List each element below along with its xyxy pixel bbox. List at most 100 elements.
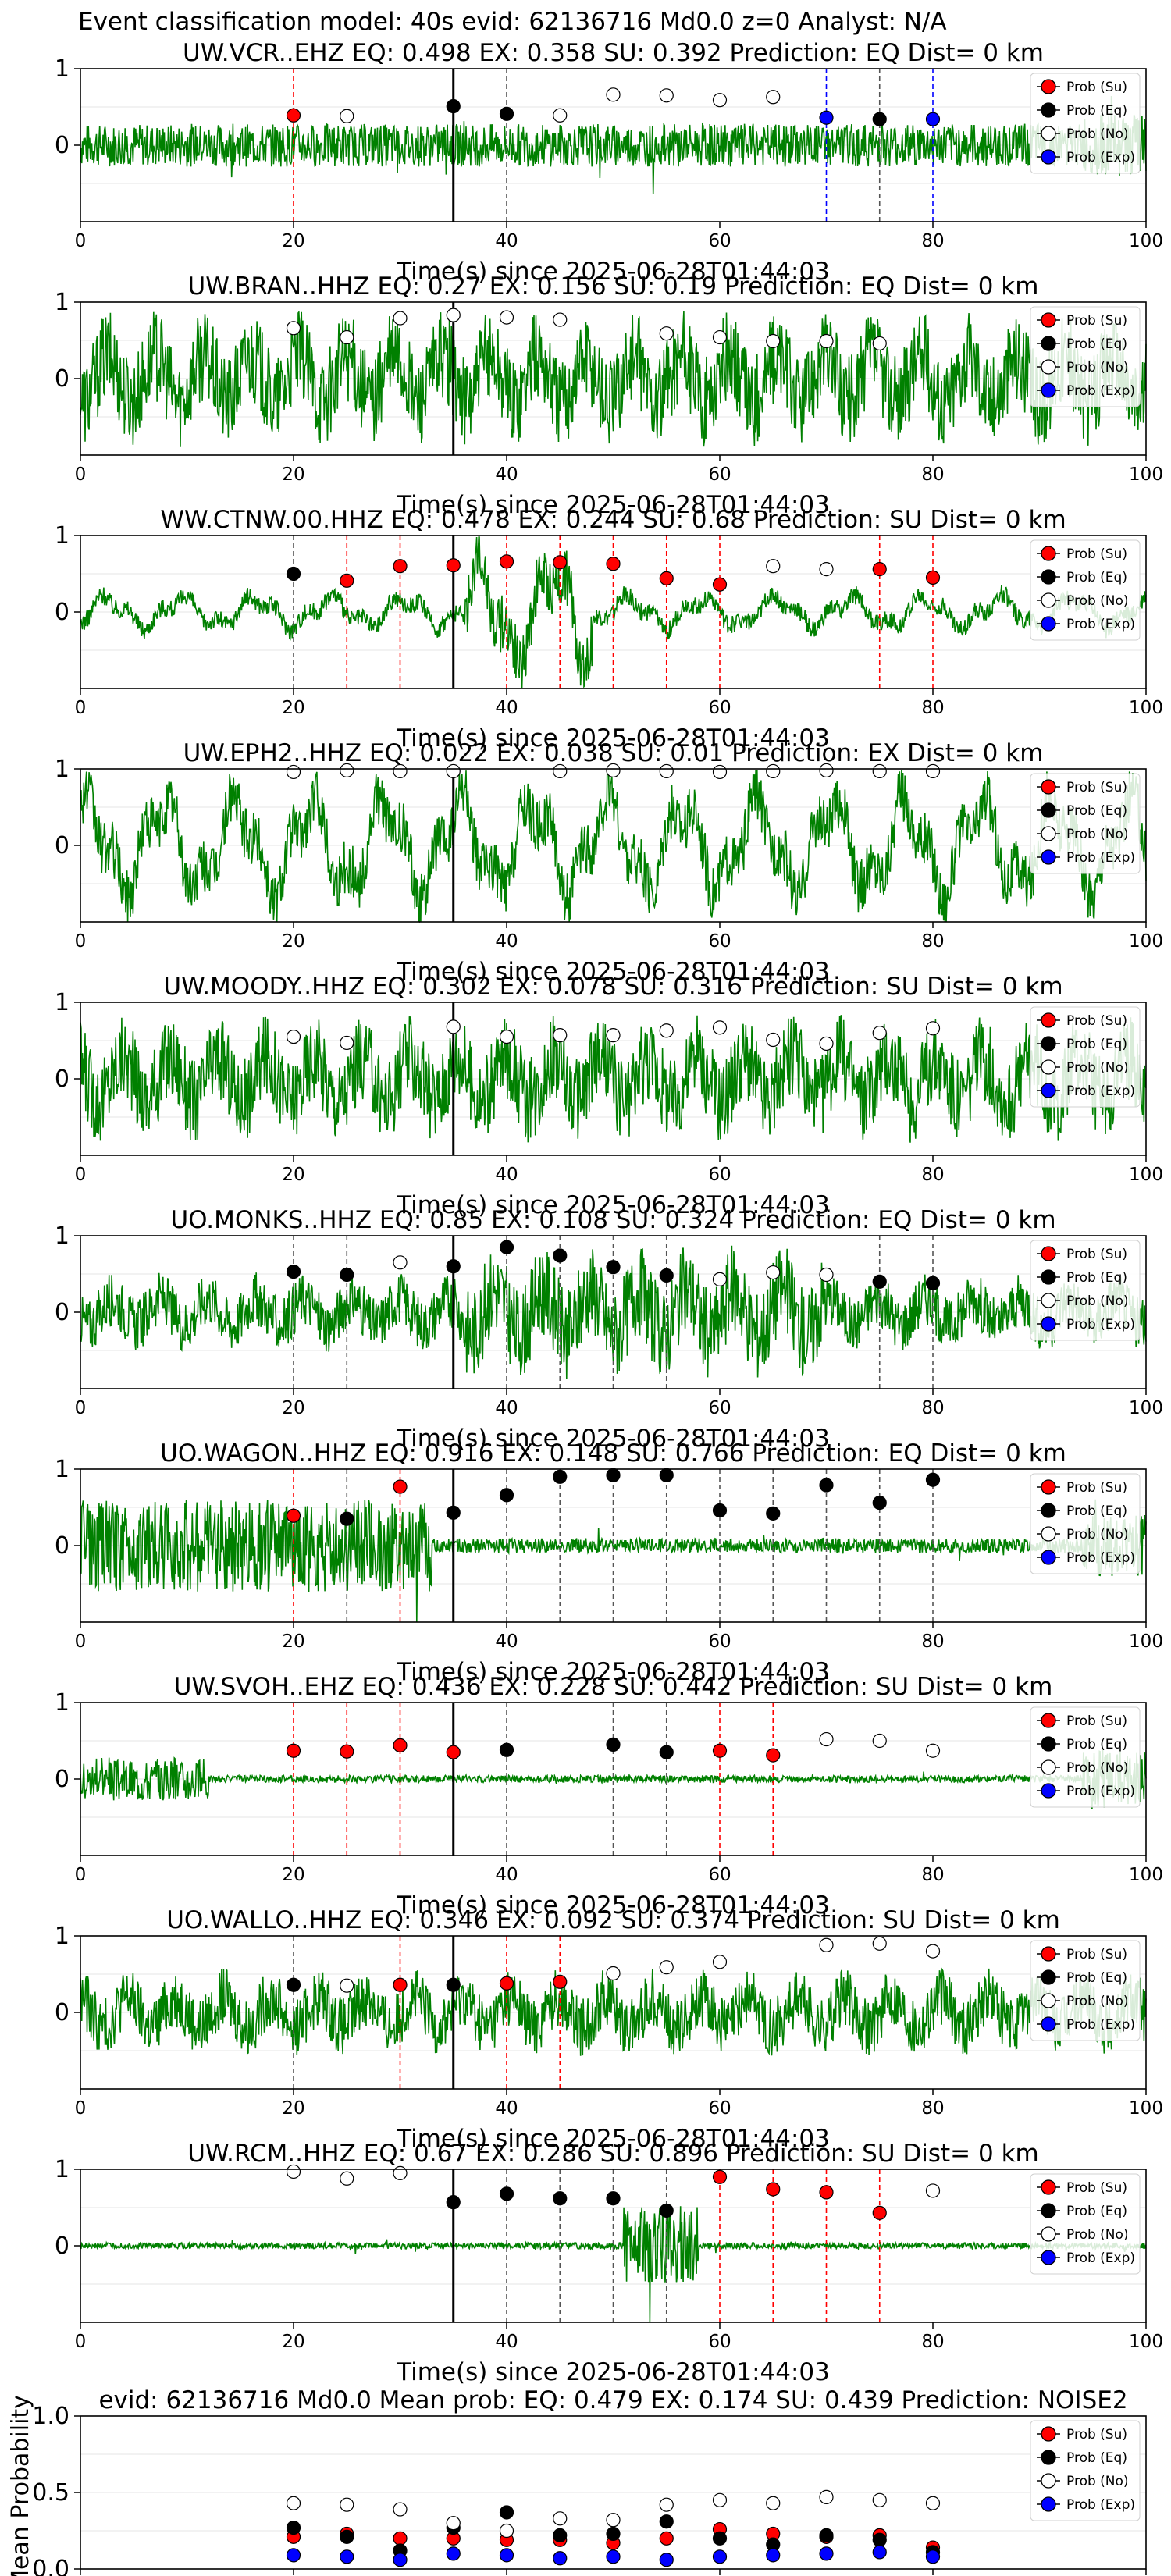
prob-point-su: [553, 555, 568, 570]
waveform-trace: [80, 536, 1147, 689]
prob-point-no: [712, 764, 728, 780]
y-tick-label: 0.5: [32, 2479, 69, 2507]
prob-point-no: [925, 1743, 941, 1758]
prob-point-no: [819, 333, 834, 349]
y-tick-label: 1: [55, 1222, 69, 1250]
legend-marker-eq: [1041, 1036, 1056, 1051]
y-axis-label: Mean Probability: [7, 2395, 34, 2576]
prob-point-eq: [659, 1745, 674, 1759]
legend-box: [1030, 2420, 1141, 2521]
mean-point-exp: [393, 2553, 408, 2567]
legend-marker-no: [1041, 1526, 1056, 1542]
prob-point-no: [340, 109, 354, 123]
page-title: Event classification model: 40s evid: 62…: [78, 8, 947, 36]
prob-point-no: [446, 763, 461, 779]
prob-point-su: [712, 577, 728, 592]
legend-label: Prob (Exp): [1066, 383, 1135, 399]
legend-marker-su: [1041, 546, 1056, 561]
y-tick-label: 1: [55, 756, 69, 783]
x-axis-label: Time(s) since 2025-06-28T01:44:03: [396, 1191, 830, 1219]
legend-label: Prob (Exp): [1066, 2250, 1135, 2266]
legend-marker-eq: [1041, 2203, 1056, 2218]
x-tick-label: 80: [921, 231, 944, 251]
panel-9: UW.RCM..HHZ EQ: 0.67 EX: 0.286 SU: 0.896…: [55, 2140, 1163, 2386]
prob-point-no: [819, 1036, 834, 1051]
panel-title: WW.CTNW.00.HHZ EQ: 0.478 EX: 0.244 SU: 0…: [160, 506, 1066, 534]
panel-7: UW.SVOH..EHZ EQ: 0.436 EX: 0.228 SU: 0.4…: [55, 1673, 1163, 1920]
mean-point-eq: [340, 2529, 354, 2544]
x-tick-label: 0: [75, 1865, 87, 1885]
y-tick-label: 0: [55, 832, 69, 859]
prob-point-eq: [925, 1276, 941, 1290]
panel-2: WW.CTNW.00.HHZ EQ: 0.478 EX: 0.244 SU: 0…: [55, 506, 1163, 753]
prob-point-eq: [925, 1472, 941, 1487]
prob-point-eq: [872, 1274, 887, 1289]
legend-label: Prob (Su): [1066, 1947, 1127, 1962]
legend-label: Prob (No): [1066, 827, 1129, 842]
x-tick-label: 0: [75, 1398, 87, 1418]
prob-point-su: [393, 1977, 408, 1992]
prob-point-no: [872, 1733, 887, 1749]
x-tick-label: 80: [921, 1631, 944, 1652]
legend-marker-su: [1041, 779, 1056, 795]
mean-point-exp: [340, 2549, 354, 2564]
legend-label: Prob (Su): [1066, 2427, 1127, 2443]
legend-marker-no: [1041, 2473, 1056, 2489]
prob-point-no: [712, 1955, 728, 1969]
mean-point-no: [659, 2497, 674, 2512]
mean-point-exp: [286, 2548, 301, 2563]
legend-marker-su: [1041, 312, 1056, 328]
legend-label: Prob (Exp): [1066, 2017, 1135, 2033]
legend-label: Prob (Exp): [1066, 617, 1135, 632]
panel-0: UW.VCR..EHZ EQ: 0.498 EX: 0.358 SU: 0.39…: [55, 39, 1163, 286]
mean-point-exp: [606, 2549, 621, 2564]
x-tick-label: 100: [1129, 1631, 1163, 1652]
mean-point-exp: [446, 2546, 461, 2561]
legend-label: Prob (Su): [1066, 1713, 1127, 1729]
x-tick-label: 20: [282, 1398, 304, 1418]
legend-label: Prob (Su): [1066, 313, 1127, 329]
mean-point-no: [553, 2511, 568, 2526]
prob-point-eq: [446, 1505, 461, 1520]
y-tick-label: 1: [55, 989, 69, 1016]
legend-marker-eq: [1041, 802, 1056, 818]
prob-point-eq: [446, 2195, 461, 2210]
prob-point-no: [766, 559, 781, 574]
mean-point-no: [446, 2516, 461, 2531]
mean-point-eq: [659, 2514, 674, 2529]
prob-point-eq: [499, 106, 514, 121]
mean-point-su: [393, 2531, 408, 2546]
legend-label: Prob (Eq): [1066, 2450, 1127, 2466]
x-axis-label: Time(s) since 2025-06-28T01:44:03: [396, 1425, 830, 1453]
y-tick-label: 0: [55, 1532, 69, 1560]
prob-point-eq: [819, 1478, 834, 1493]
x-tick-label: 80: [921, 931, 944, 952]
x-tick-label: 100: [1129, 2098, 1163, 2119]
prob-point-eq: [659, 1468, 674, 1482]
legend-marker-exp: [1041, 1316, 1056, 1332]
prob-point-su: [393, 1738, 408, 1752]
prob-point-no: [606, 87, 621, 102]
legend-marker-su: [1041, 1946, 1056, 1962]
prob-point-su: [499, 1976, 514, 1991]
prob-point-no: [659, 326, 674, 341]
prob-point-su: [872, 562, 887, 577]
panel-4: UW.MOODY..HHZ EQ: 0.302 EX: 0.078 SU: 0.…: [55, 973, 1163, 1219]
mean-point-eq: [872, 2532, 887, 2547]
prob-point-no: [286, 2164, 301, 2179]
x-tick-label: 100: [1129, 931, 1163, 952]
prob-point-eq: [340, 1511, 354, 1526]
x-tick-label: 40: [495, 2332, 518, 2352]
y-tick-label: 1: [55, 1456, 69, 1483]
legend-label: Prob (No): [1066, 126, 1129, 142]
prob-point-no: [340, 2171, 354, 2186]
x-tick-label: 80: [921, 698, 944, 718]
panel-5: UO.MONKS..HHZ EQ: 0.85 EX: 0.108 SU: 0.3…: [55, 1206, 1163, 1453]
prob-point-no: [766, 1032, 781, 1048]
legend-marker-exp: [1041, 616, 1056, 632]
prob-point-no: [766, 1265, 781, 1280]
prob-point-exp: [925, 112, 941, 126]
x-tick-label: 20: [282, 1865, 304, 1885]
legend-marker-exp: [1041, 149, 1056, 165]
